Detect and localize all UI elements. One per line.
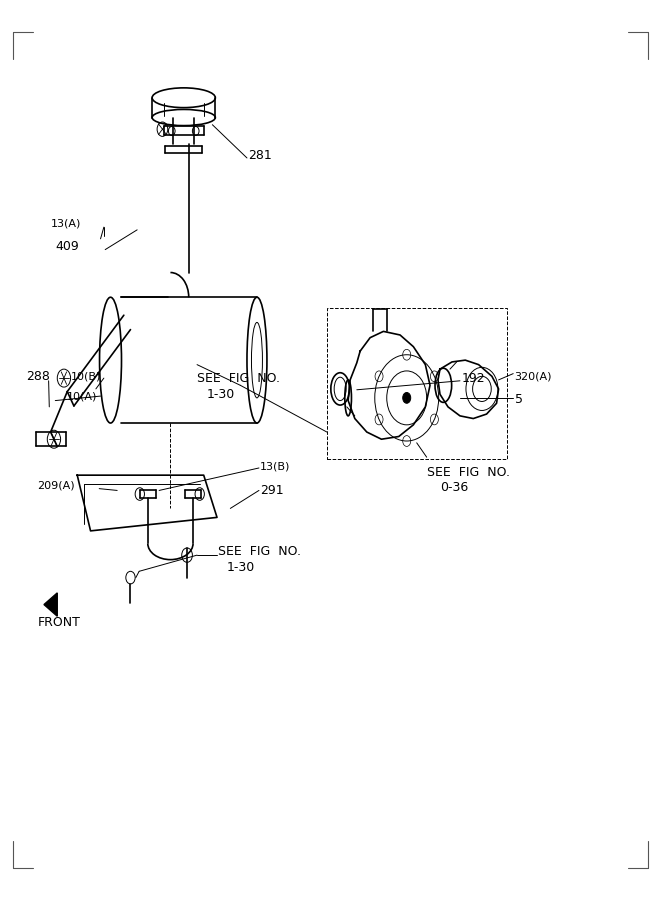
Text: 281: 281 [248, 148, 272, 162]
Text: 409: 409 [55, 240, 79, 254]
Text: 320(A): 320(A) [514, 372, 552, 382]
Text: SEE  FIG  NO.: SEE FIG NO. [197, 372, 280, 384]
Text: 192: 192 [462, 372, 486, 384]
Text: SEE  FIG  NO.: SEE FIG NO. [427, 466, 510, 479]
Bar [327, 308, 506, 459]
Circle shape [403, 392, 411, 403]
Text: 10(A): 10(A) [67, 392, 97, 401]
Text: 13(B): 13(B) [260, 461, 291, 472]
Text: 5: 5 [514, 393, 522, 406]
Text: 209(A): 209(A) [37, 481, 75, 491]
Text: 13(A): 13(A) [51, 219, 81, 229]
Text: SEE  FIG  NO.: SEE FIG NO. [217, 545, 301, 558]
Text: FRONT: FRONT [37, 616, 80, 629]
Text: 1-30: 1-30 [207, 388, 235, 400]
Polygon shape [44, 593, 57, 616]
Text: 1-30: 1-30 [227, 562, 255, 574]
Text: 288: 288 [26, 370, 50, 382]
Text: 0-36: 0-36 [440, 482, 468, 494]
Text: 10(B): 10(B) [71, 372, 101, 382]
Text: 291: 291 [260, 484, 284, 497]
